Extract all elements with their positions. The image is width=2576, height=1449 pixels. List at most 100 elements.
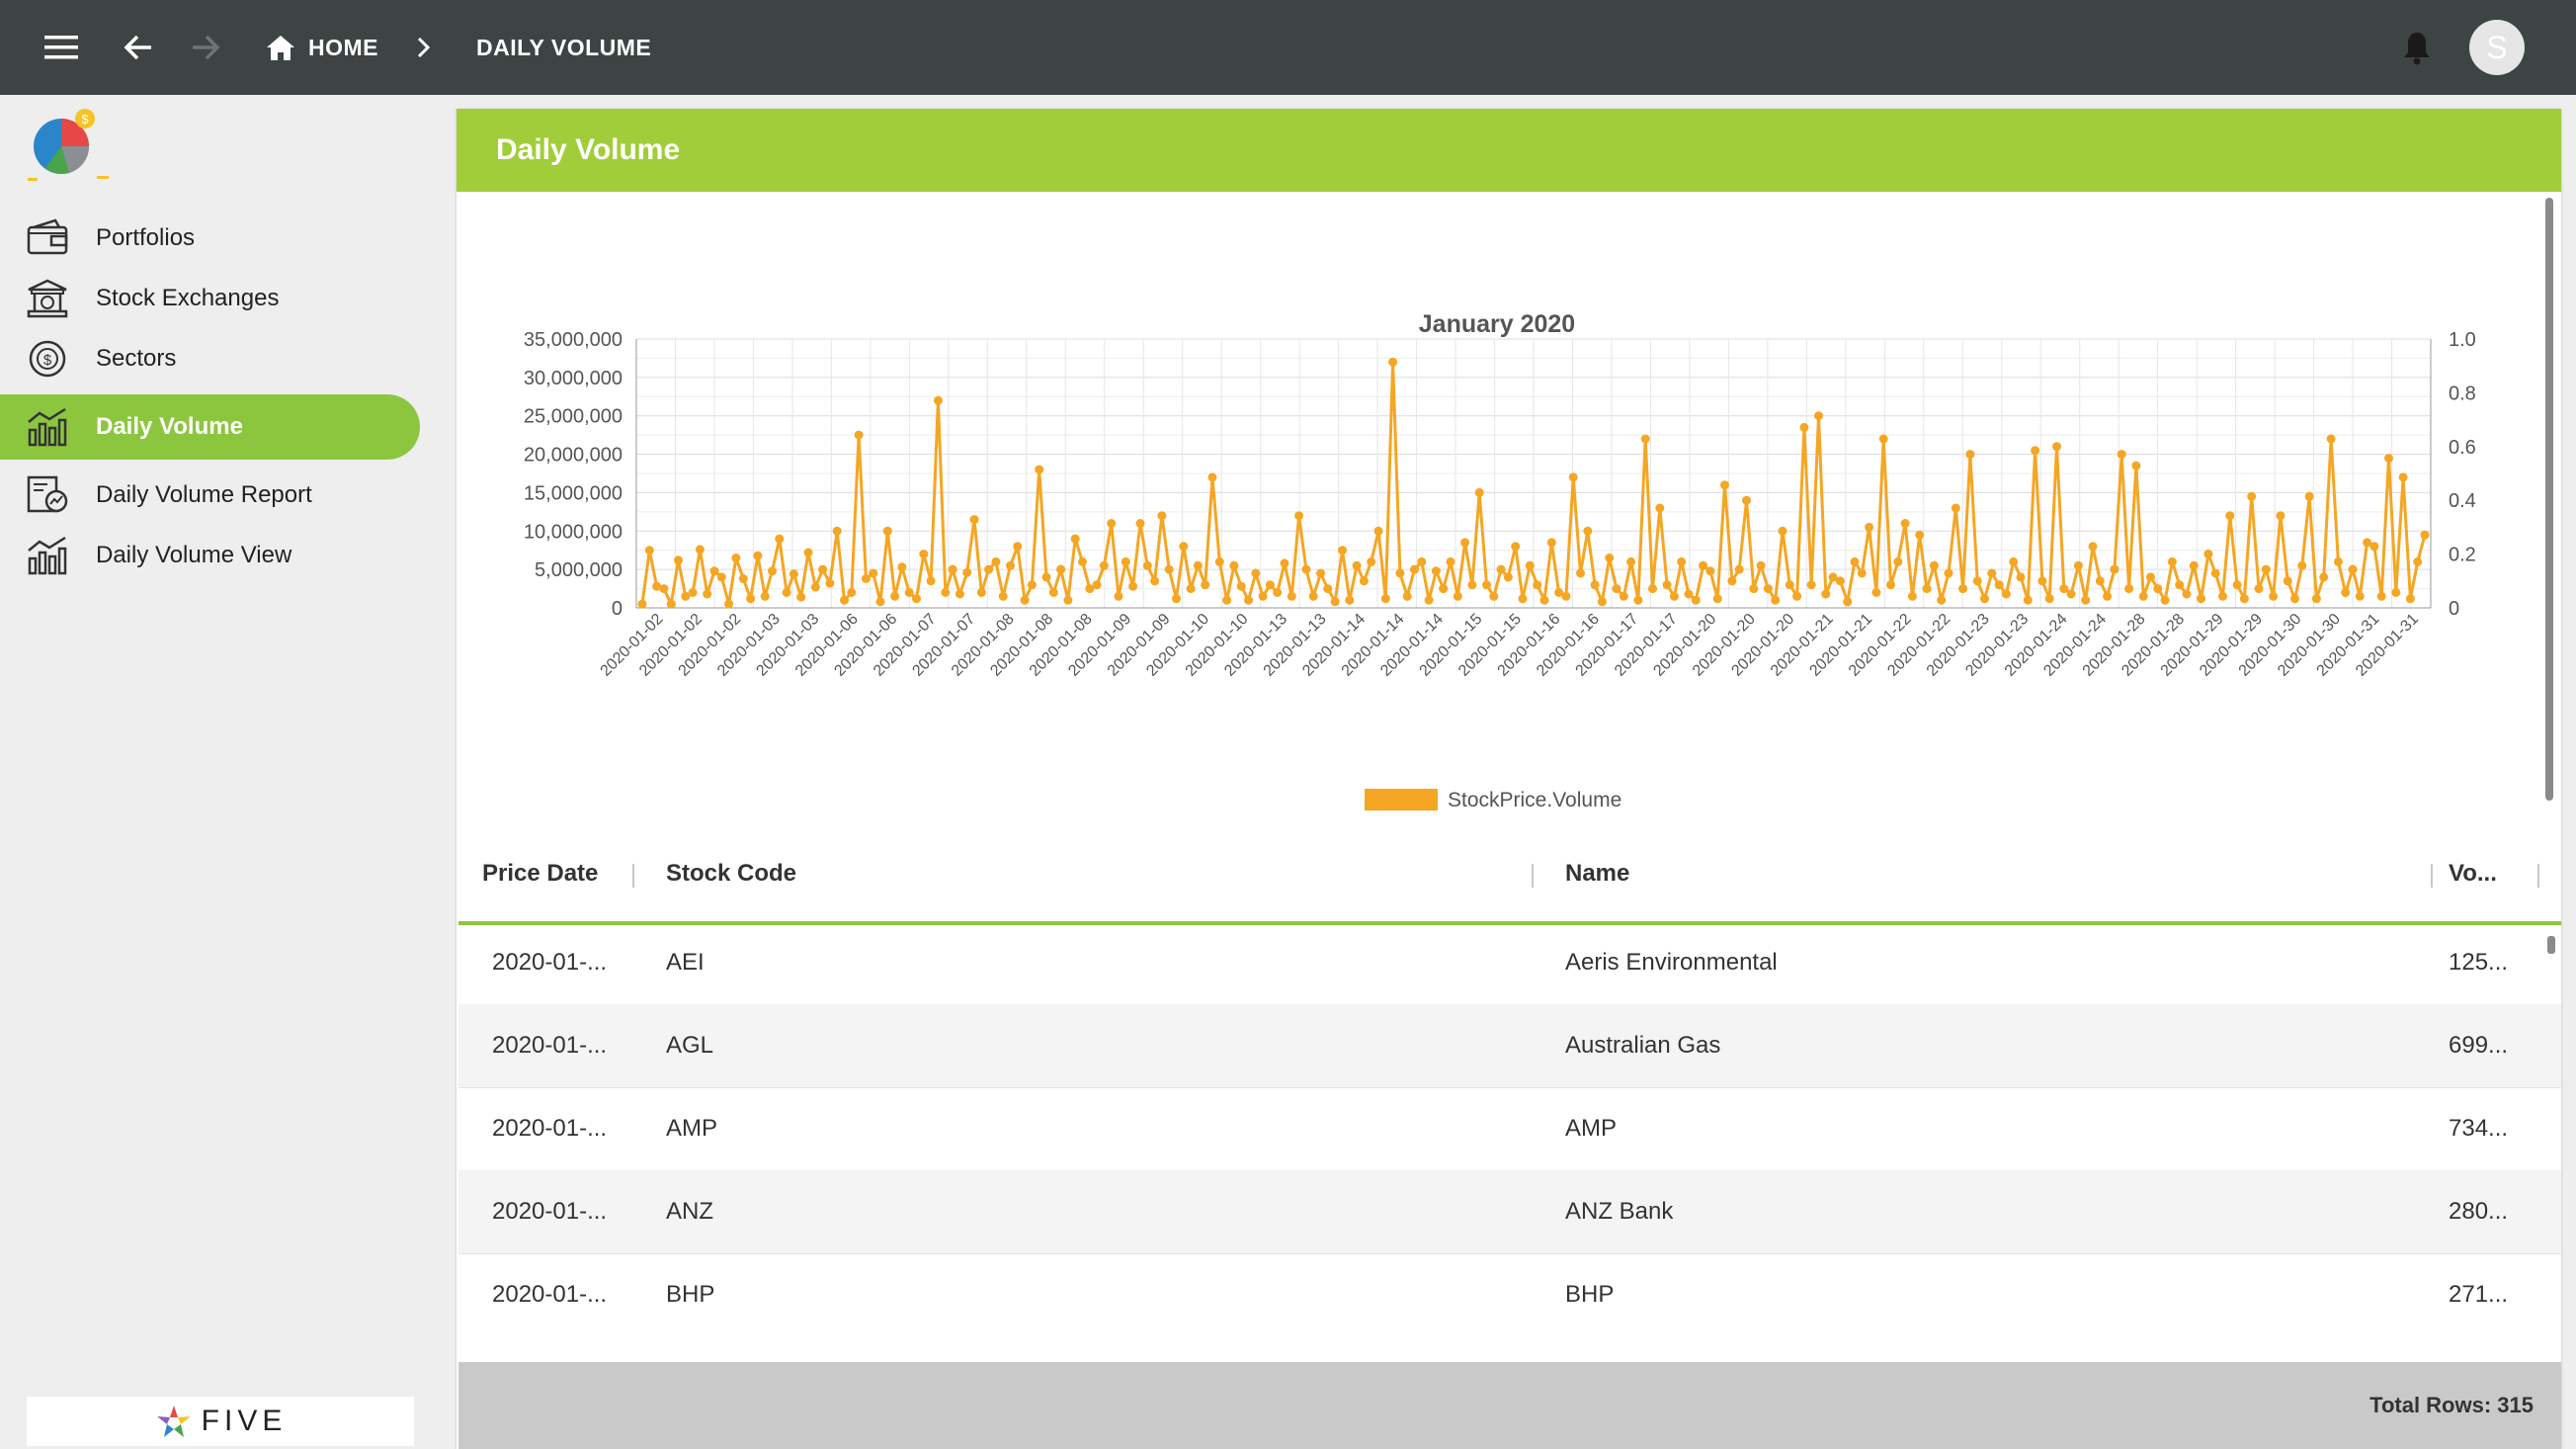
data-point[interactable] <box>731 554 741 562</box>
data-point[interactable] <box>1244 595 1253 605</box>
data-point[interactable] <box>789 569 798 579</box>
data-point[interactable] <box>2269 591 2279 601</box>
sidebar-item-daily-volume[interactable]: Daily Volume <box>0 394 420 460</box>
data-point[interactable] <box>1972 576 1982 586</box>
data-point[interactable] <box>2413 556 2423 566</box>
data-point[interactable] <box>2016 572 2026 582</box>
data-point[interactable] <box>2254 584 2264 594</box>
data-point[interactable] <box>1410 564 1419 574</box>
data-point[interactable] <box>738 574 748 583</box>
data-point[interactable] <box>1164 564 1174 574</box>
data-point[interactable] <box>1020 595 1030 605</box>
data-point[interactable] <box>2247 491 2257 501</box>
data-point[interactable] <box>1749 584 1759 594</box>
data-point[interactable] <box>2210 568 2220 578</box>
forward-arrow-icon[interactable] <box>184 28 227 67</box>
data-point[interactable] <box>1937 595 1947 605</box>
data-point[interactable] <box>1207 472 1217 482</box>
data-point[interactable] <box>1742 495 1751 505</box>
data-point[interactable] <box>1878 434 1888 444</box>
data-point[interactable] <box>1900 519 1910 528</box>
data-point[interactable] <box>2052 442 2061 452</box>
column-header-stock-code[interactable]: Stock Code <box>666 860 797 887</box>
data-point[interactable] <box>1734 564 1744 574</box>
data-point[interactable] <box>825 578 835 588</box>
data-point[interactable] <box>746 594 756 604</box>
sidebar-item-stock-exchanges[interactable]: Stock Exchanges <box>0 266 420 331</box>
data-point[interactable] <box>2398 472 2408 482</box>
data-point[interactable] <box>2110 564 2119 574</box>
data-point[interactable] <box>1705 566 1715 576</box>
data-point[interactable] <box>991 556 1001 566</box>
data-point[interactable] <box>1395 568 1405 578</box>
data-point[interactable] <box>2103 591 2113 601</box>
data-point[interactable] <box>2297 560 2307 570</box>
data-point[interactable] <box>1987 568 1997 578</box>
data-point[interactable] <box>2341 588 2351 597</box>
data-point[interactable] <box>810 582 820 592</box>
data-point[interactable] <box>1871 588 1881 597</box>
data-point[interactable] <box>709 566 719 576</box>
data-point[interactable] <box>1013 542 1023 552</box>
data-point[interactable] <box>976 588 986 597</box>
data-point[interactable] <box>1691 595 1701 605</box>
data-point[interactable] <box>688 588 698 597</box>
data-point[interactable] <box>897 562 907 572</box>
data-point[interactable] <box>716 572 726 582</box>
data-point[interactable] <box>1301 564 1311 574</box>
data-point[interactable] <box>1605 554 1615 562</box>
panel-scrollbar[interactable] <box>2543 198 2555 801</box>
data-point[interactable] <box>1367 556 1376 566</box>
table-scrollbar[interactable] <box>2545 924 2557 1359</box>
data-point[interactable] <box>1828 572 1838 582</box>
data-point[interactable] <box>1763 584 1773 594</box>
data-point[interactable] <box>2363 538 2372 548</box>
data-point[interactable] <box>1222 595 1232 605</box>
data-point[interactable] <box>2037 576 2047 586</box>
data-point[interactable] <box>1150 576 1160 586</box>
data-point[interactable] <box>724 599 734 609</box>
table-row[interactable]: 2020-01-... BHP BHP 271... <box>458 1253 2561 1336</box>
data-point[interactable] <box>1099 560 1109 570</box>
data-point[interactable] <box>2311 594 2321 604</box>
data-point[interactable] <box>2044 594 2054 604</box>
data-point[interactable] <box>1597 597 1607 607</box>
data-point[interactable] <box>1720 480 1729 490</box>
data-point[interactable] <box>2031 446 2040 456</box>
data-point[interactable] <box>2182 589 2192 599</box>
data-point[interactable] <box>2283 576 2292 586</box>
data-point[interactable] <box>1568 472 1578 482</box>
data-point[interactable] <box>1338 546 1347 555</box>
data-point[interactable] <box>832 526 842 536</box>
data-point[interactable] <box>912 594 921 604</box>
data-point[interactable] <box>854 430 864 440</box>
data-point[interactable] <box>2197 594 2206 604</box>
data-point[interactable] <box>1546 538 1556 548</box>
data-point[interactable] <box>1308 591 1318 601</box>
data-point[interactable] <box>869 568 878 578</box>
data-point[interactable] <box>2066 589 2076 599</box>
data-point[interactable] <box>2225 511 2235 521</box>
data-point[interactable] <box>2146 572 2155 582</box>
data-point[interactable] <box>1771 595 1781 605</box>
bell-icon[interactable] <box>2395 26 2439 69</box>
data-point[interactable] <box>2160 595 2170 605</box>
data-point[interactable] <box>1078 556 1087 566</box>
data-point[interactable] <box>1699 560 1708 570</box>
data-point[interactable] <box>1648 584 1657 594</box>
data-point[interactable] <box>2326 434 2336 444</box>
data-point[interactable] <box>998 591 1008 601</box>
data-point[interactable] <box>1669 591 1679 601</box>
data-point[interactable] <box>1373 526 1383 536</box>
data-point[interactable] <box>1533 580 1542 590</box>
sidebar-item-sectors[interactable]: $ Sectors <box>0 326 420 391</box>
table-row[interactable]: 2020-01-... AGL Australian Gas 699... <box>458 1004 2561 1088</box>
data-point[interactable] <box>1135 519 1145 528</box>
data-point[interactable] <box>2153 584 2163 594</box>
data-point[interactable] <box>1460 538 1470 548</box>
data-point[interactable] <box>1944 568 1953 578</box>
data-point[interactable] <box>1727 576 1737 586</box>
data-point[interactable] <box>1424 595 1434 605</box>
data-point[interactable] <box>1994 580 2004 590</box>
data-point[interactable] <box>2059 584 2069 594</box>
